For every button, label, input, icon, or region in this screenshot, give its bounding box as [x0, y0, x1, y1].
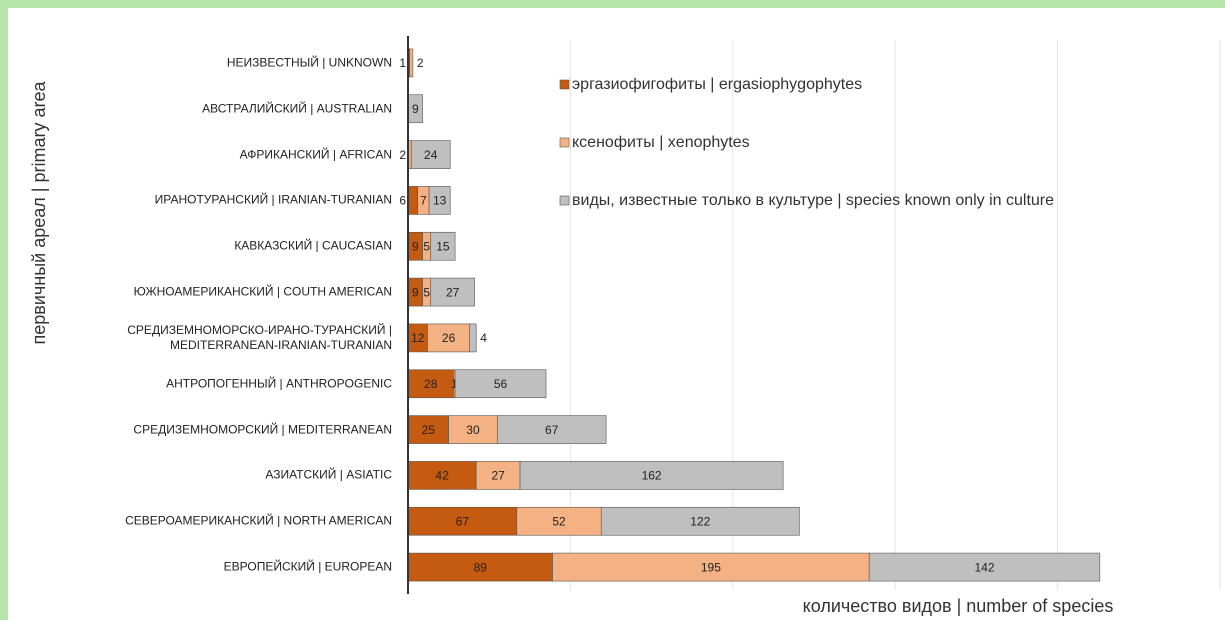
data-label: 12 [411, 331, 425, 345]
data-label: 67 [456, 514, 470, 528]
data-label: 15 [436, 239, 450, 253]
data-label: 142 [975, 560, 995, 574]
bar-segment [469, 323, 477, 353]
bar-segment [552, 552, 870, 582]
data-label: 24 [424, 148, 438, 162]
y-tick-label: КАВКАЗСКИЙ | CAUCASIAN [234, 238, 392, 253]
data-label: 9 [412, 285, 419, 299]
data-label: 122 [690, 514, 710, 528]
y-tick-label: СРЕДИЗЕМНОМОРСКО-ИРАНО-ТУРАНСКИЙ | MEDIT… [127, 322, 392, 352]
data-label: 26 [442, 331, 456, 345]
data-label: 52 [552, 514, 566, 528]
y-tick-label: АФРИКАНСКИЙ | AFRICAN [239, 147, 392, 162]
data-label: 162 [642, 469, 662, 483]
bar-segment [407, 506, 518, 536]
bar-segment [430, 277, 475, 307]
legend-swatch [559, 195, 570, 206]
data-label: 89 [474, 560, 488, 574]
data-label: 27 [446, 285, 460, 299]
bar-segment [407, 186, 419, 215]
data-label: 42 [435, 469, 449, 483]
y-tick-label: ИРАНОТУРАНСКИЙ | IRANIAN-TURANIAN [154, 192, 392, 207]
data-label: 27 [491, 469, 505, 483]
legend-swatch [559, 79, 570, 90]
data-label: 1 [451, 377, 458, 391]
data-label: 9 [412, 102, 419, 116]
data-label: 7 [420, 194, 427, 208]
y-tick-label: АВСТРАЛИЙСКИЙ | AUSTRALIAN [202, 101, 392, 116]
data-label: 67 [545, 423, 559, 437]
bar-segment [454, 369, 547, 399]
bar-segment [427, 323, 471, 353]
data-label: 28 [424, 377, 438, 391]
legend-swatch [559, 137, 570, 148]
legend-label: ксенофиты | xenophytes [572, 134, 750, 151]
bar-segment [428, 186, 451, 215]
bar-segment [448, 415, 498, 444]
bar-segment [516, 506, 602, 536]
y-tick-label: СЕВЕРОАМЕРИКАНСКИЙ | NORTH AMERICAN [125, 513, 392, 528]
bar-segment [430, 231, 456, 261]
bar-segment [519, 461, 784, 490]
legend-label: эргазиофигофиты | ergasiophygophytes [572, 76, 862, 93]
legend-label: виды, известные только в культуре | spec… [572, 192, 1054, 209]
bar-segment [407, 415, 449, 444]
bar-segment [407, 369, 454, 399]
y-tick-label: ЕВРОПЕЙСКИЙ | EUROPEAN [223, 559, 392, 574]
chart: количество видов | number of species пер… [8, 8, 1225, 620]
bar-segment [600, 506, 800, 536]
data-label: 1 [399, 56, 406, 70]
bar-segment [407, 552, 553, 582]
data-label: 56 [494, 377, 508, 391]
y-tick-label: АЗИАТСКИЙ | ASIATIC [265, 467, 392, 482]
data-label: 5 [423, 285, 430, 299]
y-tick-label: АНТРОПОГЕННЫЙ | ANTHROPOGENIC [166, 376, 392, 391]
y-tick-label: НЕИЗВЕСТНЫЙ | UNKNOWN [226, 55, 392, 70]
bar-segment [868, 552, 1101, 582]
data-label: 5 [423, 239, 430, 253]
data-label: 195 [701, 560, 721, 574]
data-label: 13 [433, 194, 447, 208]
data-label: 4 [480, 331, 487, 345]
data-label: 9 [412, 239, 419, 253]
bar-segment [410, 140, 451, 169]
y-tick-label: СРЕДИЗЕМНОМОРСКИЙ | MEDITERRANEAN [133, 422, 392, 437]
x-axis-label: количество видов | number of species [803, 596, 1114, 616]
data-label: 6 [399, 194, 406, 208]
y-tick-label: ЮЖНОАМЕРИКАНСКИЙ | COUTH AMERICAN [133, 284, 392, 299]
chart-canvas: количество видов | number of species пер… [29, 36, 1221, 616]
bar-segment [497, 415, 607, 444]
data-label: 30 [466, 423, 480, 437]
data-label: 25 [422, 423, 436, 437]
bar-segment [409, 48, 414, 78]
data-label: 2 [417, 56, 424, 70]
data-label: 2 [399, 148, 406, 162]
bar-segment [475, 461, 521, 490]
y-axis-label: первичный ареал | primary area [29, 81, 49, 345]
